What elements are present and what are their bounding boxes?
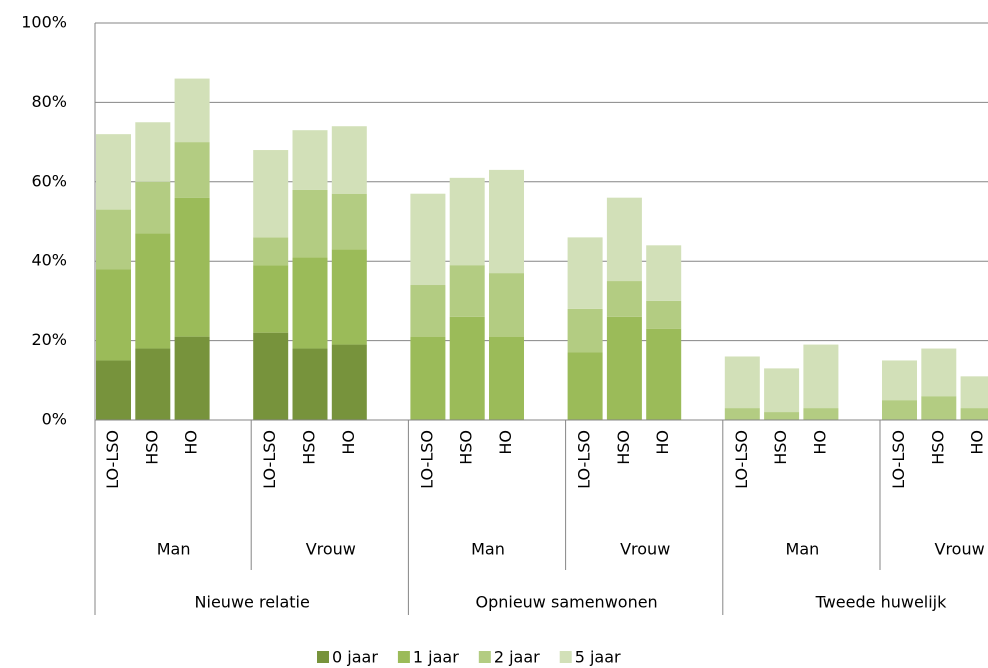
- bar-segment: [606, 316, 642, 420]
- group-label: Tweede huwelijk: [815, 593, 948, 612]
- subgroup-label: Man: [471, 540, 505, 559]
- subgroup-label: Vrouw: [306, 540, 356, 559]
- bar-segment: [960, 376, 988, 409]
- bar-segment: [803, 408, 839, 420]
- bar-segment: [646, 245, 682, 301]
- x-tick-label: HSO: [928, 430, 947, 465]
- bar-segment: [489, 273, 524, 337]
- bar-segment: [960, 408, 988, 420]
- x-tick-label: HO: [810, 430, 829, 455]
- x-tick-label: HO: [653, 430, 672, 455]
- y-tick-label: 80%: [31, 92, 67, 111]
- x-tick-label: HO: [968, 430, 987, 455]
- bar-segment: [253, 332, 289, 420]
- bar-segment: [646, 328, 682, 420]
- bar-segment: [489, 336, 524, 420]
- y-tick-label: 0%: [42, 410, 67, 429]
- legend-label: 0 jaar: [332, 648, 378, 667]
- bar-segment: [253, 150, 289, 238]
- bar-segment: [764, 412, 800, 420]
- bar-segment: [921, 396, 957, 420]
- bar-segment: [135, 122, 171, 182]
- bar-segment: [724, 408, 760, 420]
- x-tick-label: HSO: [142, 430, 161, 465]
- bar-segment: [410, 193, 446, 286]
- bar-segment: [135, 181, 171, 234]
- legend-swatch: [397, 651, 410, 663]
- bar-segment: [135, 348, 171, 420]
- x-tick-label: LO-LSO: [103, 430, 122, 489]
- bar-segment: [292, 257, 328, 349]
- bar-segment: [567, 308, 603, 353]
- x-tick-label: LO-LSO: [575, 430, 594, 489]
- bar-segment: [803, 344, 839, 409]
- y-tick-label: 60%: [31, 171, 67, 190]
- x-tick-label: LO-LSO: [889, 430, 908, 489]
- bar-segment: [489, 169, 524, 274]
- bar-segment: [921, 348, 957, 397]
- x-tick-label: LO-LSO: [732, 430, 751, 489]
- bar-segment: [567, 237, 603, 309]
- subgroup-label: Man: [786, 540, 820, 559]
- legend-swatch: [559, 651, 572, 663]
- bar-segment: [292, 130, 328, 190]
- bar-segment: [96, 269, 131, 361]
- bar-segment: [331, 126, 367, 194]
- legend-swatch: [478, 651, 491, 663]
- bar-segment: [253, 237, 289, 266]
- y-tick-label: 100%: [21, 13, 67, 32]
- bar-segment: [606, 197, 642, 282]
- x-tick-label: HSO: [300, 430, 319, 465]
- legend-label: 5 jaar: [575, 648, 621, 667]
- subgroup-label: Vrouw: [620, 540, 670, 559]
- bar-segment: [292, 189, 328, 258]
- bar-segment: [331, 344, 367, 420]
- x-tick-label: HSO: [457, 430, 476, 465]
- bar-segment: [724, 356, 760, 409]
- bar-segment: [410, 285, 446, 337]
- x-tick-label: HSO: [614, 430, 633, 465]
- bar-segment: [174, 142, 210, 198]
- x-tick-label: HO: [339, 430, 358, 455]
- bar-segment: [174, 336, 210, 420]
- bar-segment: [135, 233, 171, 349]
- subgroup-label: Man: [157, 540, 191, 559]
- bar-segment: [174, 197, 210, 337]
- bar-segment: [96, 209, 131, 270]
- x-tick-label: LO-LSO: [260, 430, 279, 489]
- bar-segment: [882, 360, 917, 401]
- subgroup-label: Vrouw: [935, 540, 985, 559]
- bar-segment: [96, 134, 131, 210]
- legend-label: 1 jaar: [413, 648, 459, 667]
- bar-segment: [449, 265, 485, 317]
- bar-segment: [174, 78, 210, 143]
- bar-segment: [292, 348, 328, 420]
- x-tick-label: LO-LSO: [417, 430, 436, 489]
- y-tick-label: 20%: [31, 330, 67, 349]
- bar-segment: [449, 316, 485, 420]
- bar-segment: [331, 193, 367, 250]
- bar-segment: [646, 300, 682, 329]
- bar-segment: [96, 360, 131, 420]
- bar-segment: [410, 336, 446, 420]
- legend-label: 2 jaar: [494, 648, 540, 667]
- bar-segment: [882, 400, 917, 420]
- bar-segment: [449, 177, 485, 266]
- bar-segment: [764, 368, 800, 413]
- bar-segment: [567, 352, 603, 420]
- group-label: Nieuwe relatie: [195, 593, 310, 612]
- bar-segment: [253, 265, 289, 333]
- bar-segment: [606, 281, 642, 317]
- group-label: Opnieuw samenwonen: [475, 593, 657, 612]
- x-tick-label: HO: [496, 430, 515, 455]
- legend-swatch: [317, 651, 329, 663]
- x-tick-label: HSO: [771, 430, 790, 465]
- y-tick-label: 40%: [31, 251, 67, 270]
- bar-segment: [331, 249, 367, 345]
- x-tick-label: HO: [182, 430, 201, 455]
